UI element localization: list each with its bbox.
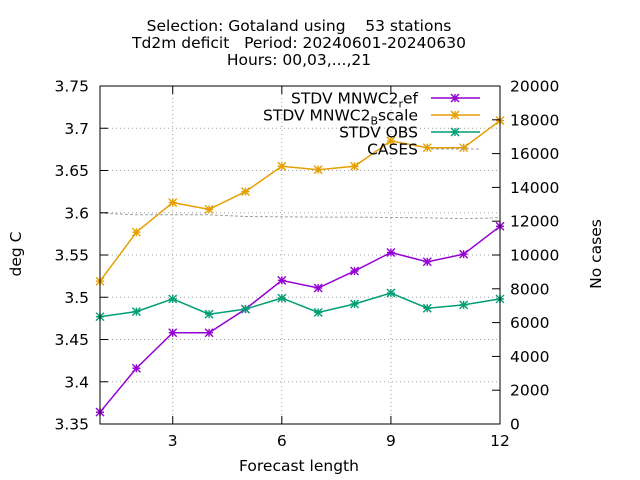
series-line-0 (99, 225, 501, 413)
series-line-2 (99, 292, 501, 318)
y-tick-label: 3.6 (64, 204, 89, 222)
series-0-point (422, 257, 432, 267)
series-0-point (168, 328, 178, 338)
y-tick-label: 3.4 (64, 373, 89, 391)
legend-label-3: CASES (367, 141, 418, 159)
legend-label-2: STDV OBS (339, 124, 418, 142)
series-0-point (131, 363, 141, 373)
y-tick-label: 3.5 (64, 289, 89, 307)
y-axis-label: deg C (7, 232, 25, 277)
series-2-point (240, 304, 250, 314)
axes: 3.35 3.4 3.45 3.5 3.55 3.6 3.65 3.7 3.75 0 2000 400… (54, 78, 559, 451)
series-0-point (350, 266, 360, 276)
y2-tick-label: 0 (510, 416, 520, 434)
series-2-point (459, 300, 469, 310)
x-tick-label: 9 (386, 432, 396, 450)
series-0-point (313, 283, 323, 293)
series-line-1 (99, 119, 501, 282)
series-2-point (350, 299, 360, 309)
y2-axis-label: No cases (587, 219, 605, 289)
y2-tick-label: 14000 (510, 179, 559, 197)
series-line-3 (99, 212, 501, 220)
x-tick-label: 3 (168, 432, 178, 450)
series-2-point (386, 288, 396, 298)
title-line-1: Selection: Gotaland using 53 stations (147, 17, 452, 35)
x-tick-label: 12 (490, 432, 510, 450)
y-tick-label: 3.35 (54, 416, 89, 434)
series-1-point (168, 198, 178, 208)
legend-marker-2 (450, 127, 460, 137)
chart-title: Selection: Gotaland using 53 stations Td… (131, 17, 466, 69)
x-tick-label: 6 (277, 432, 287, 450)
y2-tick-label: 12000 (510, 213, 559, 231)
y2-tick-label: 20000 (510, 78, 559, 96)
y-tick-label: 3.7 (64, 120, 89, 138)
series-1-point (386, 136, 396, 146)
y2-tick-label: 2000 (510, 382, 549, 400)
y2-tick-label: 16000 (510, 145, 559, 163)
series-layer (95, 116, 505, 417)
y2-tick-label: 10000 (510, 247, 559, 265)
series-0-point (204, 328, 214, 338)
title-line-2: Td2m deficit Period: 20240601-20240630 (131, 34, 466, 52)
y-tick-label: 3.65 (54, 162, 89, 180)
y2-tick-label: 8000 (510, 280, 549, 298)
series-1-point (313, 165, 323, 175)
y2-tick-label: 18000 (510, 111, 559, 129)
legend-marker-1 (450, 110, 460, 120)
series-2-point (313, 307, 323, 317)
series-2-point (168, 294, 178, 304)
series-1-point (350, 161, 360, 171)
series-0-point (277, 275, 287, 285)
y2-tick-label: 6000 (510, 314, 549, 332)
series-1-point (131, 227, 141, 237)
legend-label-0: STDV MNWC2ref (291, 90, 419, 111)
y2-tick-label: 4000 (510, 348, 549, 366)
y-tick-label: 3.75 (54, 78, 89, 96)
legend-marker-0 (450, 93, 460, 103)
series-1-point (277, 161, 287, 171)
grid-lines (100, 86, 500, 424)
series-1-point (459, 143, 469, 153)
title-line-3: Hours: 00,03,...,21 (227, 51, 371, 69)
series-0-point (386, 247, 396, 257)
y-tick-label: 3.45 (54, 331, 89, 349)
series-2-point (422, 303, 432, 313)
series-1-point (422, 143, 432, 153)
x-axis-label: Forecast length (239, 457, 359, 475)
y-tick-label: 3.55 (54, 247, 89, 265)
plot-border (99, 85, 501, 425)
series-2-point (204, 309, 214, 319)
series-0-point (459, 249, 469, 259)
series-1-point (204, 204, 214, 214)
series-2-point (131, 307, 141, 317)
legend-label-1: STDV MNWC2Bscale (263, 107, 418, 128)
series-2-point (277, 293, 287, 303)
series-1-point (240, 187, 250, 197)
